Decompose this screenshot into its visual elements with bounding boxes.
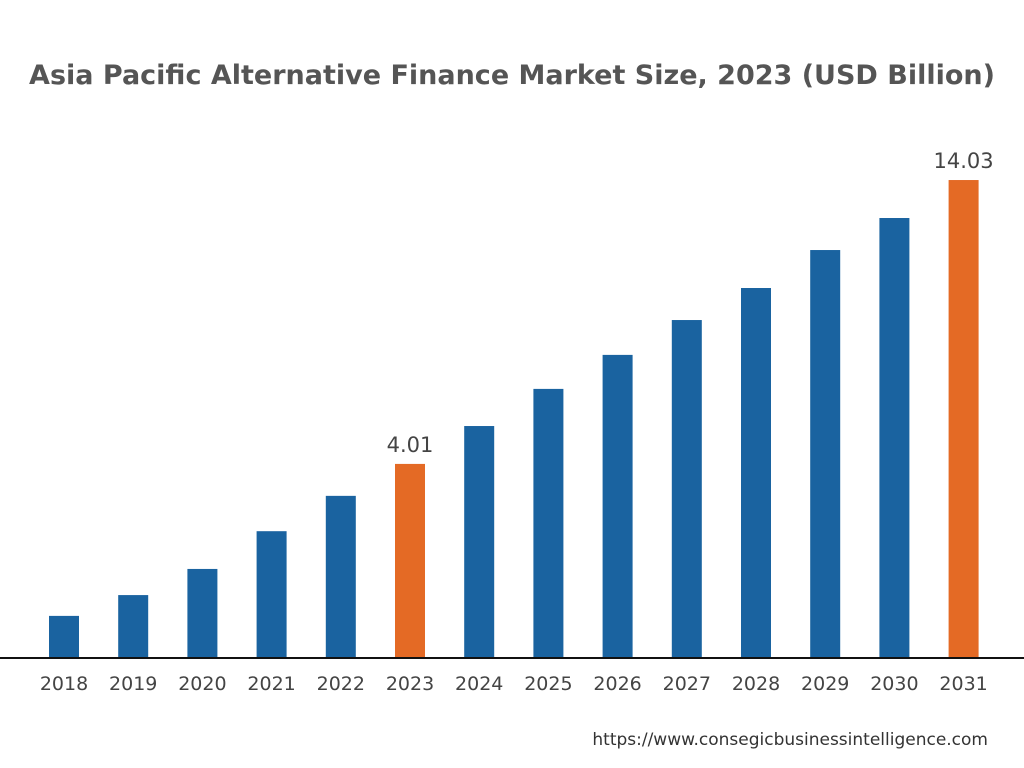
- bar-2022: [325, 495, 356, 658]
- bar-2030: [879, 218, 910, 659]
- x-tick-label: 2028: [732, 673, 780, 695]
- x-tick-label: 2027: [663, 673, 711, 695]
- chart-title: Asia Pacific Alternative Finance Market …: [29, 60, 995, 91]
- x-tick-label: 2018: [40, 673, 88, 695]
- bar-2026: [602, 354, 633, 658]
- x-tick-label: 2029: [801, 673, 849, 695]
- bar-2029: [810, 250, 841, 658]
- x-tick-label: 2026: [593, 673, 641, 695]
- x-tick-label: 2030: [870, 673, 918, 695]
- bar-2021: [256, 531, 287, 658]
- data-label-2023: 4.01: [387, 433, 434, 457]
- x-tick-label: 2020: [178, 673, 226, 695]
- data-label-2031: 14.03: [934, 149, 994, 173]
- x-tick-label: 2021: [247, 673, 295, 695]
- bar-2027: [671, 320, 702, 658]
- bar-2025: [533, 388, 564, 658]
- x-tick-label: 2022: [317, 673, 365, 695]
- bar-2023: [395, 463, 425, 658]
- x-tick-label: 2025: [524, 673, 572, 695]
- source-url[interactable]: https://www.consegicbusinessintelligence…: [592, 730, 988, 750]
- x-tick-label: 2023: [386, 673, 434, 695]
- bar-2020: [187, 568, 218, 658]
- bar-2024: [464, 426, 495, 658]
- x-tick-label: 2024: [455, 673, 503, 695]
- bar-2028: [741, 288, 771, 658]
- bar-2019: [118, 595, 149, 658]
- bar-2031: [948, 180, 979, 658]
- x-tick-label: 2031: [939, 673, 987, 695]
- bar-2018: [49, 615, 79, 658]
- x-tick-label: 2019: [109, 673, 157, 695]
